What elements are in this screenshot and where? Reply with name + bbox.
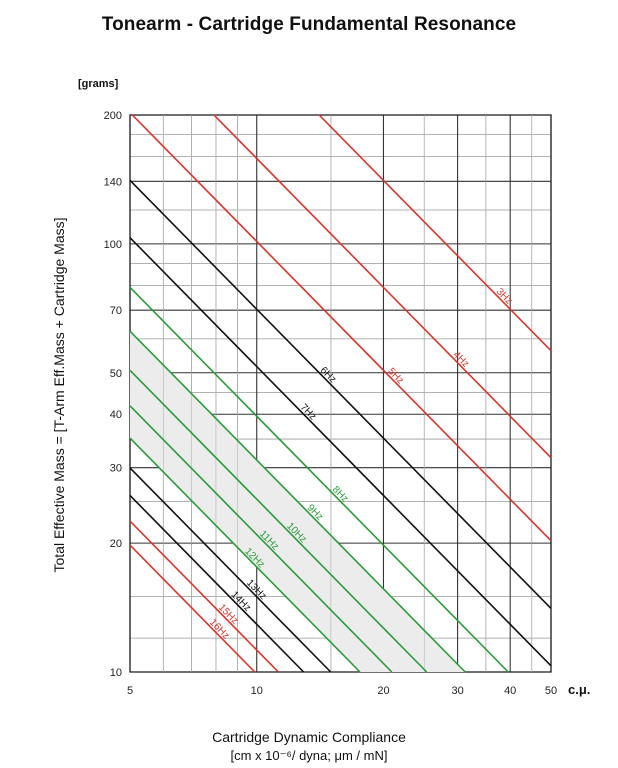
y-tick-label: 100 xyxy=(104,239,122,251)
chart-title: Tonearm - Cartridge Fundamental Resonanc… xyxy=(101,14,517,35)
series-line-16Hz xyxy=(129,544,256,673)
x-tick-label: 40 xyxy=(504,685,516,697)
y-tick-label: 30 xyxy=(110,463,122,475)
series-line-11Hz xyxy=(129,405,393,673)
y-tick-label: 50 xyxy=(110,368,122,380)
x-tick-label: 10 xyxy=(251,685,263,697)
x-axis-label: Cartridge Dynamic Compliance xyxy=(212,729,406,745)
series-label-4Hz: 4Hz xyxy=(451,349,471,369)
y-unit-label: [grams] xyxy=(78,78,119,90)
series-line-10Hz xyxy=(129,369,428,673)
x-tick-label: 50 xyxy=(545,685,557,697)
series-line-13Hz xyxy=(129,467,332,673)
series-line-5Hz xyxy=(131,114,552,542)
x-tick-label: 5 xyxy=(127,685,133,697)
series-label-3Hz: 3Hz xyxy=(494,286,514,306)
series-line-14Hz xyxy=(129,494,305,673)
y-tick-label: 200 xyxy=(104,110,122,122)
x-tick-label: 20 xyxy=(377,685,389,697)
y-axis-label: Total Effective Mass = [T-Arm Eff.Mass +… xyxy=(51,217,67,572)
y-tick-label: 10 xyxy=(110,667,122,679)
series-line-8Hz xyxy=(129,286,509,673)
y-tick-label: 40 xyxy=(110,409,122,421)
series-line-3Hz xyxy=(318,114,552,352)
tick-labels: 5 10 20 30 40 50 10 20 30 40 50 70 100 140 200 xyxy=(104,110,557,697)
y-tick-label: 70 xyxy=(110,305,122,317)
series-line-4Hz xyxy=(213,114,552,459)
series-label-5Hz: 5Hz xyxy=(385,366,405,386)
series-lines xyxy=(129,114,552,673)
series-line-12Hz xyxy=(129,437,361,673)
series-label-7Hz: 7Hz xyxy=(298,402,318,422)
series-line-6Hz xyxy=(129,179,552,610)
x-axis-units: [cm x 10⁻⁶/ dyna; μm / mN] xyxy=(230,748,388,763)
y-tick-label: 140 xyxy=(104,176,122,188)
y-tick-label: 20 xyxy=(110,538,122,550)
series-line-15Hz xyxy=(129,520,279,673)
series-line-7Hz xyxy=(129,237,552,667)
series-line-9Hz xyxy=(129,330,466,673)
x-unit-label: c.μ. xyxy=(568,682,590,697)
series-label-6Hz: 6Hz xyxy=(318,365,338,385)
x-tick-label: 30 xyxy=(451,685,463,697)
